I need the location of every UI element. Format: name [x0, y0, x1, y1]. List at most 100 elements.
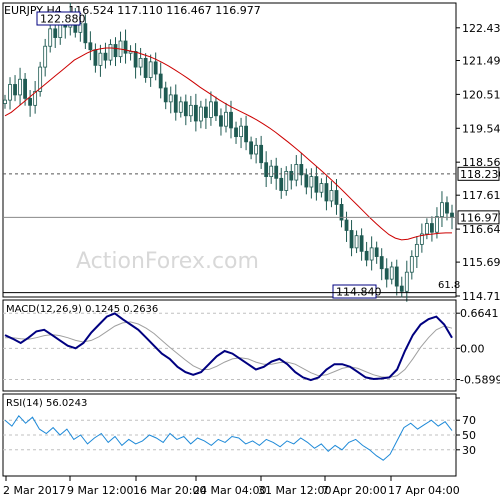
candle-body [88, 42, 93, 51]
candle-body [214, 101, 218, 117]
macd-signal-line [5, 321, 453, 378]
main-panel-frame [2, 2, 457, 298]
candle-body [314, 176, 319, 193]
candle-body [379, 256, 384, 270]
candle-body [53, 28, 58, 38]
candle-body [319, 183, 324, 193]
price-axis-label: 117.615 [462, 189, 500, 202]
candle-body [399, 285, 404, 292]
candle-body [419, 233, 424, 245]
time-axis-label: 7 Apr 20:00 [322, 484, 387, 497]
candle-body [424, 223, 429, 235]
candle-body [339, 204, 344, 221]
candle-body [435, 216, 439, 233]
candle-body [324, 183, 329, 202]
candle-body [229, 111, 233, 129]
candle-body [173, 94, 178, 113]
high-label: 122.880 [40, 13, 86, 26]
price-axis-label: 115.690 [462, 256, 500, 269]
candle-body [244, 125, 248, 143]
candle-body [359, 235, 364, 252]
candle-body [98, 52, 103, 66]
candle-body [43, 45, 48, 68]
candle-body [309, 176, 314, 188]
candle-body [344, 219, 349, 231]
candle-body [274, 165, 279, 179]
candle-body [203, 106, 208, 118]
macd-panel-frame [2, 299, 457, 392]
candle-body [33, 91, 38, 106]
candle-body [83, 23, 88, 44]
candle-body [3, 99, 7, 104]
time-axis-label: 9 Mar 12:00 [67, 484, 133, 497]
price-axis-label: 120.515 [462, 88, 500, 101]
candle-body [264, 162, 269, 177]
candle-body [259, 144, 264, 164]
candle-body [289, 170, 294, 181]
low-label-box [332, 284, 377, 299]
candle-body [138, 58, 143, 68]
rsi-panel: RSI(14) 56.0243 70 50 30 [2, 393, 476, 477]
candle-body [198, 106, 203, 122]
candle-body [349, 230, 354, 249]
candle-body [445, 202, 449, 214]
macd-title: MACD(12,26,9) 0.1245 0.2636 [6, 304, 158, 315]
rsi-axis-label: 50 [462, 429, 476, 442]
level-tag: 118.230 [457, 166, 500, 181]
time-axis-label: 2 Mar 2017 [3, 484, 66, 497]
moving-average-line [4, 47, 452, 241]
candle-body [133, 51, 138, 68]
candle-body [304, 174, 309, 188]
macd-panel: MACD(12,26,9) 0.1245 0.2636 0.6641 0.00 -0… [2, 299, 500, 392]
candle-body [13, 84, 17, 96]
candle-body [108, 44, 113, 61]
rsi-title: RSI(14) 56.0243 [6, 398, 87, 409]
level-tag-box [457, 166, 500, 181]
candle-body [430, 223, 434, 233]
low-label: 114.840 [336, 286, 382, 299]
candle-body [158, 73, 163, 89]
candle-body [254, 144, 259, 155]
candle-body [153, 61, 158, 75]
rsi-axis: 70 50 30 [456, 397, 476, 457]
candle-body [294, 164, 299, 181]
candle-body [188, 104, 193, 117]
last-price-tag-box [457, 210, 500, 225]
candle-body [178, 101, 183, 113]
last-price-tag: 116.977 [457, 210, 500, 225]
price-axis-label: 116.640 [462, 223, 500, 236]
candle-body [404, 271, 409, 292]
rsi-axis-label: 30 [462, 444, 476, 457]
macd-line [4, 312, 453, 382]
candle-body [329, 190, 334, 202]
candle-body [369, 247, 374, 261]
candle-body [48, 28, 53, 47]
candle-body [209, 101, 213, 118]
candle-body [354, 235, 359, 249]
high-label-box [36, 11, 81, 26]
macd-axis-label: 0.00 [460, 342, 485, 355]
candle-body [364, 250, 369, 261]
candle-body [409, 256, 414, 273]
candle-body [299, 164, 304, 176]
candle-body [440, 202, 444, 217]
macd-axis-label: -0.5899 [460, 374, 500, 387]
candle-body [28, 97, 33, 106]
candle-body [8, 84, 12, 101]
candle-body [374, 247, 379, 257]
candle-body [103, 52, 108, 61]
candle-body [334, 190, 339, 205]
rsi-axis-label: 70 [462, 414, 476, 427]
last-price-tag-text: 116.977 [460, 211, 500, 224]
candle-body [23, 78, 27, 99]
candle-body [394, 266, 399, 287]
candle-body [113, 44, 118, 58]
price-axis-label: 119.540 [462, 122, 500, 135]
time-axis-label: 16 Mar 20:00 [133, 484, 206, 497]
macd-axis: 0.6641 0.00 -0.5899 [456, 307, 500, 387]
candle-body [249, 141, 254, 155]
price-axis-label: 118.565 [462, 156, 500, 169]
macd-axis-label: 0.6641 [460, 307, 499, 320]
